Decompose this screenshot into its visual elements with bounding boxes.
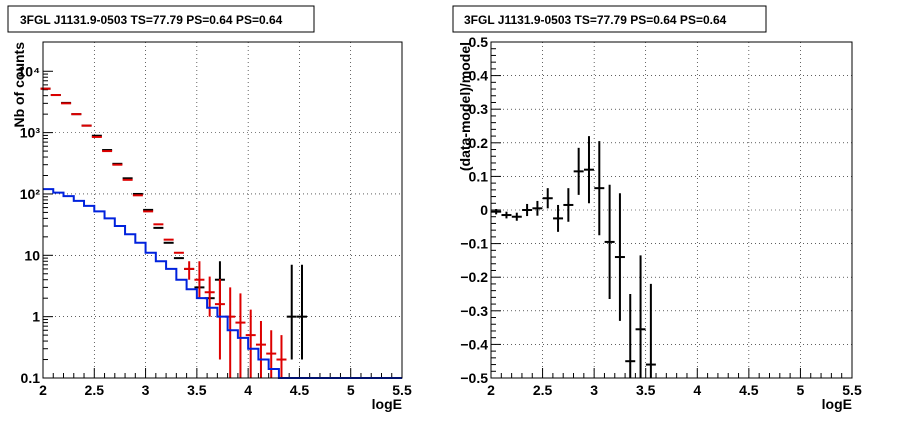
residual-xtick-label: 2.5 [533, 382, 553, 398]
residual-ytick-label: 0.5 [469, 34, 489, 50]
counts-xtick-label: 2.5 [85, 382, 105, 398]
residual-data-point [501, 211, 512, 219]
residual-data-point [553, 204, 564, 232]
residual-series-0 [491, 136, 656, 378]
counts-xtick-label: 5.5 [392, 382, 412, 398]
residual-data-point [511, 212, 522, 221]
counts-xtick-label: 4 [244, 382, 252, 398]
counts-title: 3FGL J1131.9-0503 TS=77.79 PS=0.64 PS=0.… [20, 13, 283, 27]
residual-ytick-label: −0.1 [460, 236, 488, 252]
residual-xtick-label: 2 [487, 382, 495, 398]
residual-ytick-label: −0.2 [460, 269, 488, 285]
counts-panel: 3FGL J1131.9-0503 TS=77.79 PS=0.64 PS=0.… [7, 5, 412, 412]
residual-xtick-label: 5 [797, 382, 805, 398]
counts-data-point [235, 293, 246, 378]
counts-data-point [286, 264, 297, 360]
counts-xtick-label: 3 [142, 382, 150, 398]
residual-data-point [542, 188, 553, 209]
counts-ytick-label: 10 [24, 247, 40, 263]
residual-plot-frame [490, 41, 853, 379]
counts-data-point [266, 330, 277, 378]
residual-grid [491, 42, 852, 378]
residual-ytick-label: 0.2 [469, 135, 489, 151]
counts-xtick-label: 4.5 [290, 382, 310, 398]
residual-data-point [625, 294, 636, 378]
counts-ytick-label: 10³ [20, 125, 41, 141]
residual-data-point [573, 147, 584, 195]
counts-series-1 [40, 87, 287, 378]
counts-model-step-line [43, 188, 402, 379]
counts-ytick-label: 10⁴ [18, 63, 41, 79]
residual-xtick-label: 3 [590, 382, 598, 398]
counts-plot-frame [42, 41, 403, 379]
residual-ytick-label: −0.3 [460, 303, 488, 319]
residual-title: 3FGL J1131.9-0503 TS=77.79 PS=0.64 PS=0.… [464, 13, 727, 27]
counts-xtick-label: 3.5 [187, 382, 207, 398]
residual-data-point [563, 188, 574, 222]
residual-xtick-label: 4 [693, 382, 701, 398]
residual-ytick-label: 0 [480, 202, 488, 218]
counts-data-point [184, 261, 195, 280]
counts-title-box [7, 5, 315, 33]
residual-xlabel: logE [822, 396, 852, 412]
residual-xtick-label: 4.5 [739, 382, 759, 398]
counts-ytick-label: 0.1 [21, 370, 41, 386]
residual-title-box [452, 5, 767, 33]
residual-data-point [583, 136, 594, 204]
residual-ytick-label: −0.5 [460, 370, 488, 386]
counts-data-point [245, 309, 256, 378]
residual-data-point [522, 203, 533, 217]
counts-ylabel: Nb of counts [11, 42, 27, 128]
counts-series-2 [43, 188, 402, 379]
residual-xtick-label: 3.5 [636, 382, 656, 398]
counts-xtick-label: 5 [347, 382, 355, 398]
counts-data-point [296, 264, 307, 360]
residual-data-point [604, 184, 615, 300]
residual-ytick-label: 0.1 [469, 168, 489, 184]
residual-xtick-label: 5.5 [842, 382, 862, 398]
counts-data-point [214, 279, 225, 360]
counts-xtick-label: 2 [39, 382, 47, 398]
counts-plot-frame [42, 41, 403, 379]
residual-ytick-label: −0.4 [460, 336, 488, 352]
counts-data-point [194, 261, 205, 299]
counts-xlabel: logE [372, 396, 402, 412]
residual-ytick-label: 0.3 [469, 101, 489, 117]
residual-data-point [635, 255, 646, 378]
residual-data-point [594, 141, 605, 236]
residual-ylabel: (data-model)/model [457, 42, 473, 171]
counts-ytick-label: 10² [20, 186, 41, 202]
counts-ytick-label: 1 [32, 309, 40, 325]
residual-ytick-label: 0.4 [469, 68, 489, 84]
residual-data-point [614, 193, 625, 321]
counts-data-point [276, 335, 287, 378]
residual-panel: 3FGL J1131.9-0503 TS=77.79 PS=0.64 PS=0.… [452, 5, 862, 412]
counts-data-point [255, 320, 266, 378]
counts-data-point [204, 276, 215, 317]
residual-data-point [645, 283, 656, 378]
residual-data-point [532, 200, 543, 216]
residual-data-point [491, 208, 502, 215]
counts-grid [43, 42, 402, 378]
